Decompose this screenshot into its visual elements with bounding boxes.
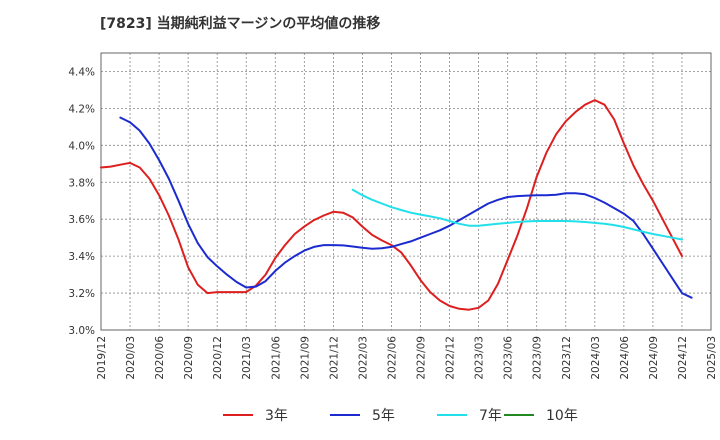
series-line-0 bbox=[100, 99, 683, 311]
x-tick-label: 2021/09 bbox=[299, 336, 311, 380]
x-tick-label: 2020/12 bbox=[212, 336, 224, 380]
x-tick-label: 2025/03 bbox=[706, 336, 718, 380]
plot-area bbox=[100, 52, 712, 331]
x-tick-label: 2022/09 bbox=[416, 336, 428, 380]
y-tick-label: 3.2% bbox=[68, 288, 95, 300]
y-tick-label: 4.4% bbox=[68, 66, 95, 78]
x-tick-label: 2024/09 bbox=[648, 336, 660, 380]
y-tick-label: 3.8% bbox=[68, 177, 95, 189]
y-tick-label: 4.2% bbox=[68, 103, 95, 115]
y-tick-label: 3.6% bbox=[68, 214, 95, 226]
x-tick-label: 2019/12 bbox=[96, 336, 108, 380]
legend-label-3: 10年 bbox=[546, 408, 578, 424]
x-tick-label: 2021/06 bbox=[270, 336, 282, 380]
legend-label-1: 5年 bbox=[372, 408, 395, 424]
x-tick-label: 2022/03 bbox=[357, 336, 369, 380]
x-tick-label: 2020/09 bbox=[183, 336, 195, 380]
x-tick-label: 2023/06 bbox=[503, 336, 515, 380]
series-line-2 bbox=[351, 188, 683, 241]
legend-label-0: 3年 bbox=[265, 408, 288, 424]
series-lines bbox=[100, 99, 693, 311]
grid bbox=[100, 53, 712, 331]
y-tick-label: 4.0% bbox=[68, 140, 95, 152]
x-tick-label: 2020/06 bbox=[154, 336, 166, 380]
x-tick-label: 2023/09 bbox=[532, 336, 544, 380]
x-tick-label: 2024/12 bbox=[677, 336, 689, 380]
x-tick-label: 2020/03 bbox=[125, 336, 137, 380]
legend-label-2: 7年 bbox=[479, 408, 502, 424]
series-line-1 bbox=[119, 116, 693, 299]
y-tick-label: 3.4% bbox=[68, 251, 95, 263]
chart-title: [7823] 当期純利益マージンの平均値の推移 bbox=[100, 16, 381, 32]
x-tick-label: 2024/03 bbox=[590, 336, 602, 380]
x-tick-label: 2023/03 bbox=[474, 336, 486, 380]
x-tick-label: 2022/12 bbox=[445, 336, 457, 380]
x-tick-label: 2023/12 bbox=[561, 336, 573, 380]
axes: 2019/12 2020/03 2020/06 2020/09 2020/12 2021/… bbox=[68, 66, 718, 379]
x-tick-label: 2024/06 bbox=[619, 336, 631, 380]
x-tick-label: 2021/12 bbox=[328, 336, 340, 380]
y-tick-label: 3.0% bbox=[68, 325, 95, 337]
x-tick-label: 2022/06 bbox=[386, 336, 398, 380]
x-tick-label: 2021/03 bbox=[241, 336, 253, 380]
legend: 3年 5年 7年 10年 bbox=[223, 408, 578, 424]
